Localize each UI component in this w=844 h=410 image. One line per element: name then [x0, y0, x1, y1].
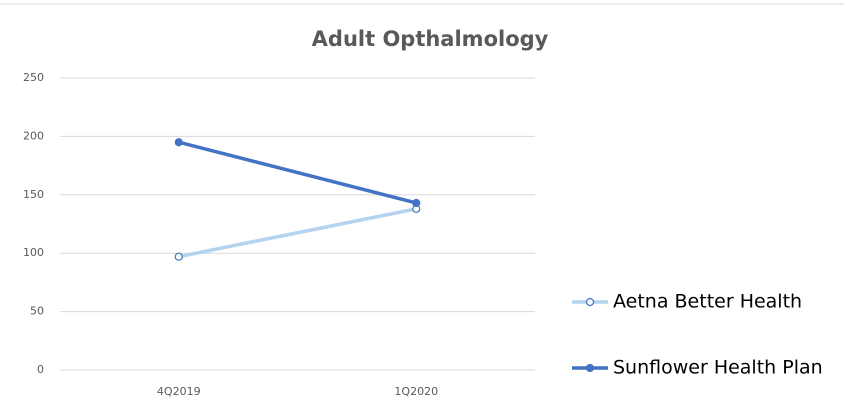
series-line — [178, 140, 417, 205]
series-line — [178, 207, 417, 259]
y-tick-label: 100 — [23, 246, 44, 259]
legend-marker — [585, 363, 595, 373]
data-point — [174, 252, 183, 261]
chart-title: Adult Opthalmology — [312, 27, 549, 51]
y-tick-label: 200 — [23, 129, 44, 142]
x-tick-label: 1Q2020 — [394, 385, 438, 398]
legend-label: Sunflower Health Plan — [613, 357, 823, 379]
y-tick-label: 0 — [37, 363, 44, 376]
data-point — [412, 198, 421, 208]
y-tick-label: 50 — [30, 305, 44, 318]
y-tick-label: 150 — [23, 188, 44, 201]
legend-label: Aetna Better Health — [613, 291, 802, 313]
y-tick-label: 250 — [23, 71, 44, 84]
data-point — [174, 138, 183, 147]
legend-marker — [585, 297, 595, 307]
x-tick-label: 4Q2019 — [157, 385, 201, 398]
